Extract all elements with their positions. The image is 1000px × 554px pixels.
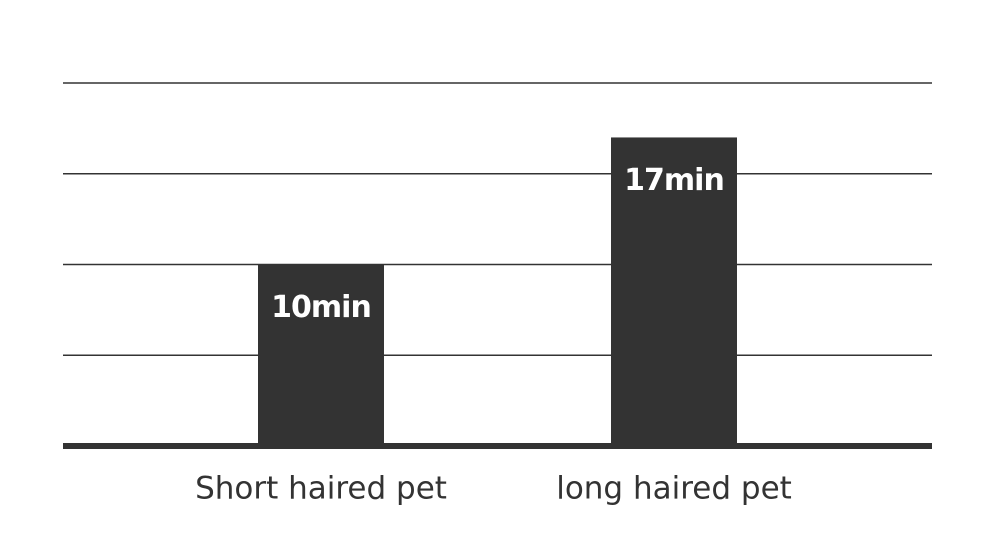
value-label: 10min	[271, 290, 371, 325]
x-tick-label: Short haired pet	[195, 471, 447, 507]
x-tick-label: long haired pet	[556, 471, 792, 507]
bar	[258, 264, 384, 446]
bar	[611, 137, 737, 446]
value-label: 17min	[624, 163, 724, 198]
